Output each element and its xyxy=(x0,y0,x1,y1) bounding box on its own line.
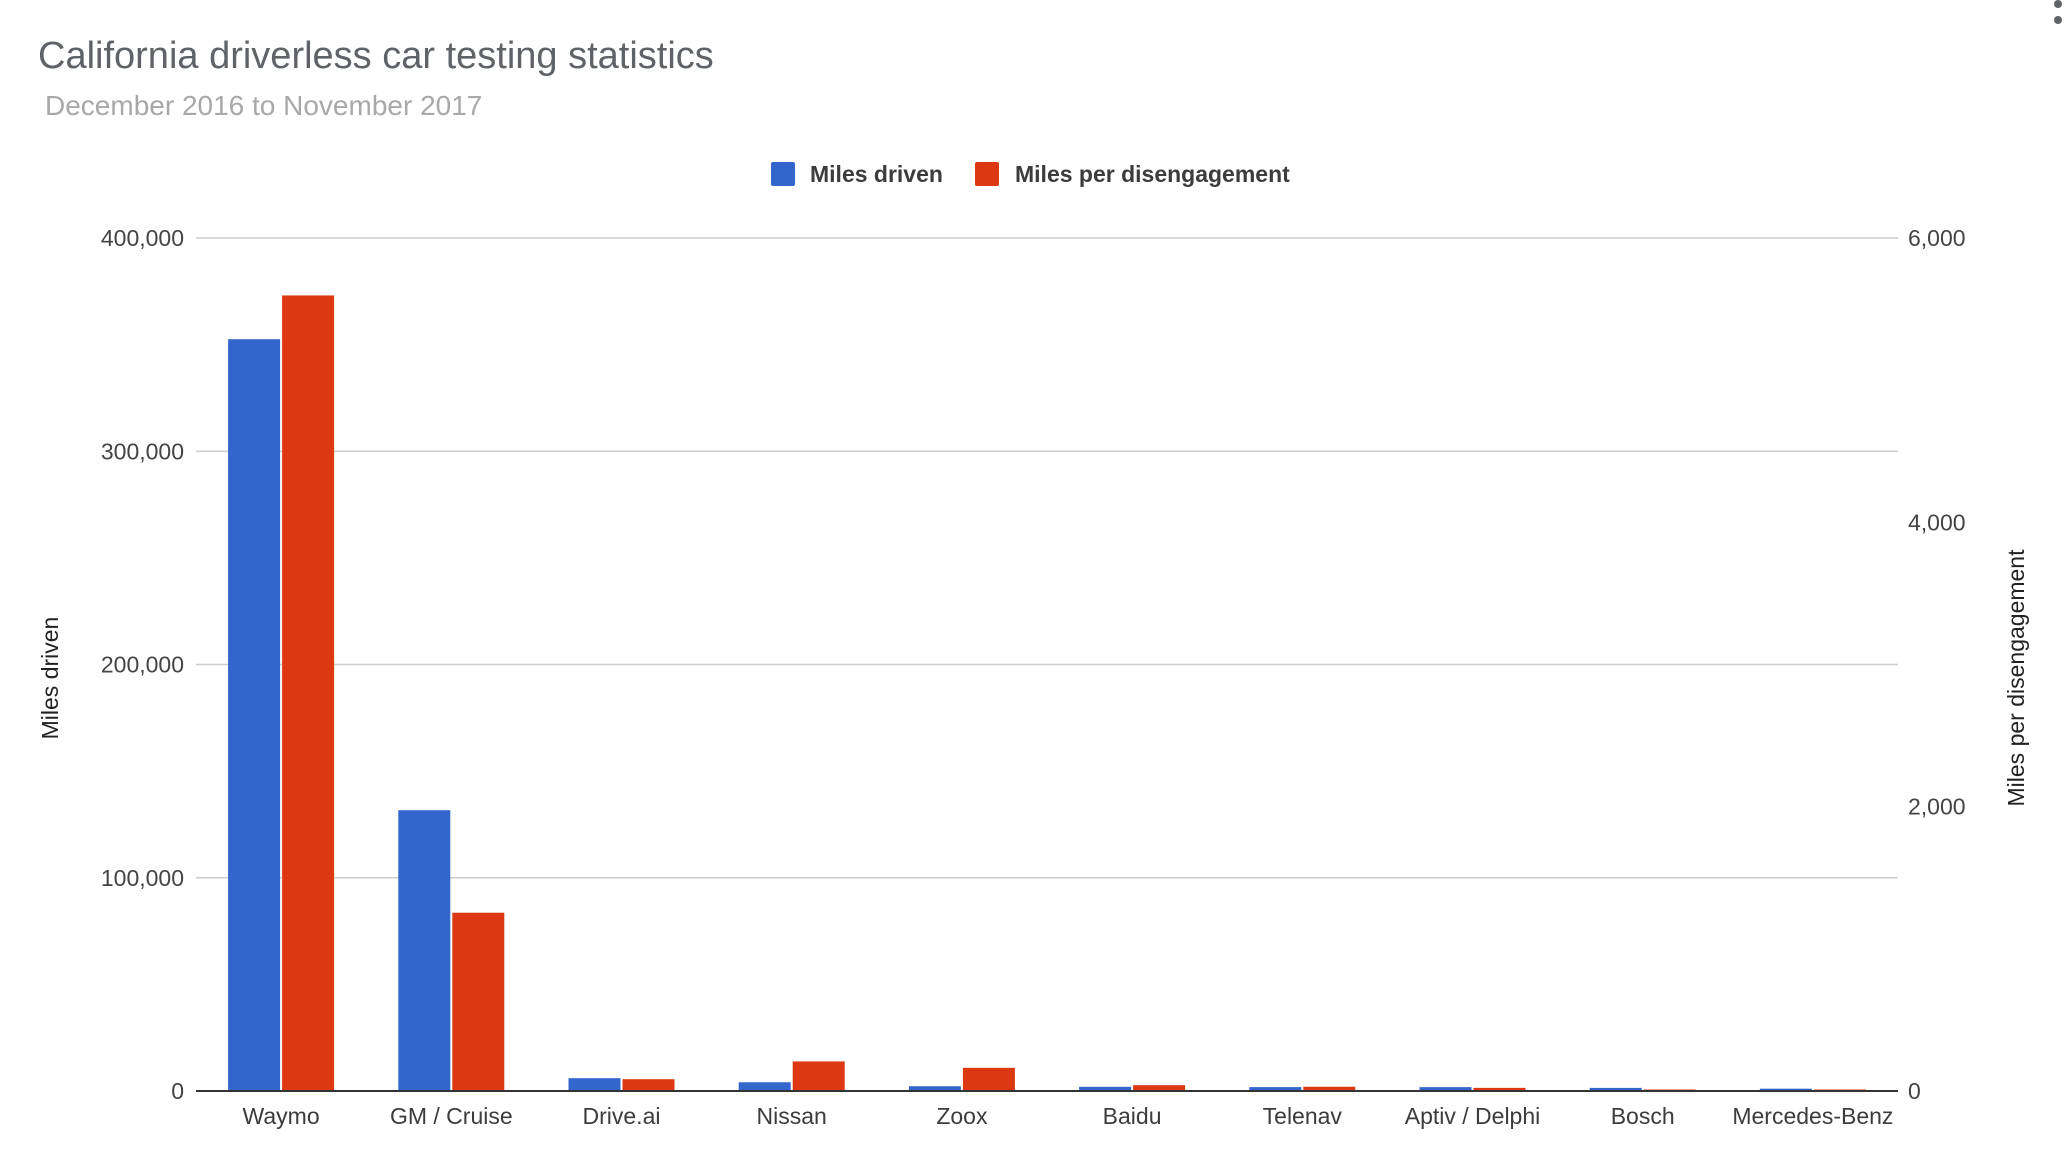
x-category-label: Mercedes-Benz xyxy=(1732,1103,1893,1129)
x-category-label: Zoox xyxy=(936,1103,988,1129)
chart-title: California driverless car testing statis… xyxy=(38,35,714,77)
x-category-label: Nissan xyxy=(757,1103,827,1129)
bar-miles-driven[interactable] xyxy=(1079,1086,1132,1091)
y-tick-label-left: 0 xyxy=(171,1078,184,1104)
bar-miles-driven[interactable] xyxy=(1249,1087,1302,1091)
x-category-label: Waymo xyxy=(243,1103,320,1129)
x-category-label: Baidu xyxy=(1103,1103,1162,1129)
y-axis-left-title: Miles driven xyxy=(37,617,63,740)
x-axis-categories: Waymo GM / Cruise Drive.ai Nissan Zoox Baidu T… xyxy=(243,1103,1894,1129)
bar-miles-per-disengagement[interactable] xyxy=(622,1079,675,1091)
bars xyxy=(228,295,1866,1092)
x-category-label: Drive.ai xyxy=(583,1103,661,1129)
y-tick-label-right: 0 xyxy=(1908,1078,1921,1104)
bar-miles-driven[interactable] xyxy=(398,810,451,1091)
bar-miles-driven[interactable] xyxy=(1589,1087,1642,1091)
y-tick-label-left: 300,000 xyxy=(101,438,184,464)
bar-miles-per-disengagement[interactable] xyxy=(962,1067,1015,1091)
bar-miles-driven[interactable] xyxy=(1759,1088,1812,1091)
legend-label-miles-per-disengagement: Miles per disengagement xyxy=(1015,161,1290,187)
x-category-label: GM / Cruise xyxy=(390,1103,513,1129)
chart-menu-icon[interactable] xyxy=(2054,0,2062,24)
y-axis-right-ticks: 0 2,000 4,000 6,000 xyxy=(1908,225,1966,1104)
gridlines xyxy=(196,237,1898,879)
bar-miles-driven[interactable] xyxy=(738,1082,791,1091)
legend-swatch-miles-driven xyxy=(771,162,795,186)
bar-miles-driven[interactable] xyxy=(568,1078,621,1091)
bar-miles-per-disengagement[interactable] xyxy=(792,1061,845,1091)
y-tick-label-right: 2,000 xyxy=(1908,794,1966,820)
x-category-label: Aptiv / Delphi xyxy=(1405,1103,1541,1129)
y-axis-right-title: Miles per disengagement xyxy=(2003,549,2029,807)
legend-swatch-miles-per-disengagement xyxy=(975,162,999,186)
chart-subtitle: December 2016 to November 2017 xyxy=(45,90,482,121)
bar-miles-driven[interactable] xyxy=(908,1086,961,1091)
bar-miles-driven[interactable] xyxy=(228,339,281,1092)
legend-label-miles-driven: Miles driven xyxy=(810,161,943,187)
y-axis-left-ticks: 0 100,000 200,000 300,000 400,000 xyxy=(101,225,184,1104)
y-tick-label-right: 4,000 xyxy=(1908,509,1966,535)
bar-miles-per-disengagement[interactable] xyxy=(1473,1087,1526,1091)
legend: Miles driven Miles per disengagement xyxy=(771,161,1290,187)
y-tick-label-right: 6,000 xyxy=(1908,225,1966,251)
y-tick-label-left: 200,000 xyxy=(101,652,184,678)
bar-miles-per-disengagement[interactable] xyxy=(282,295,335,1092)
bar-miles-per-disengagement[interactable] xyxy=(1133,1085,1186,1091)
x-category-label: Bosch xyxy=(1611,1103,1675,1129)
x-category-label: Telenav xyxy=(1263,1103,1343,1129)
bar-miles-driven[interactable] xyxy=(1419,1087,1472,1091)
y-tick-label-left: 100,000 xyxy=(101,865,184,891)
bar-miles-per-disengagement[interactable] xyxy=(1303,1086,1356,1091)
bar-miles-per-disengagement[interactable] xyxy=(452,912,505,1091)
y-tick-label-left: 400,000 xyxy=(101,225,184,251)
